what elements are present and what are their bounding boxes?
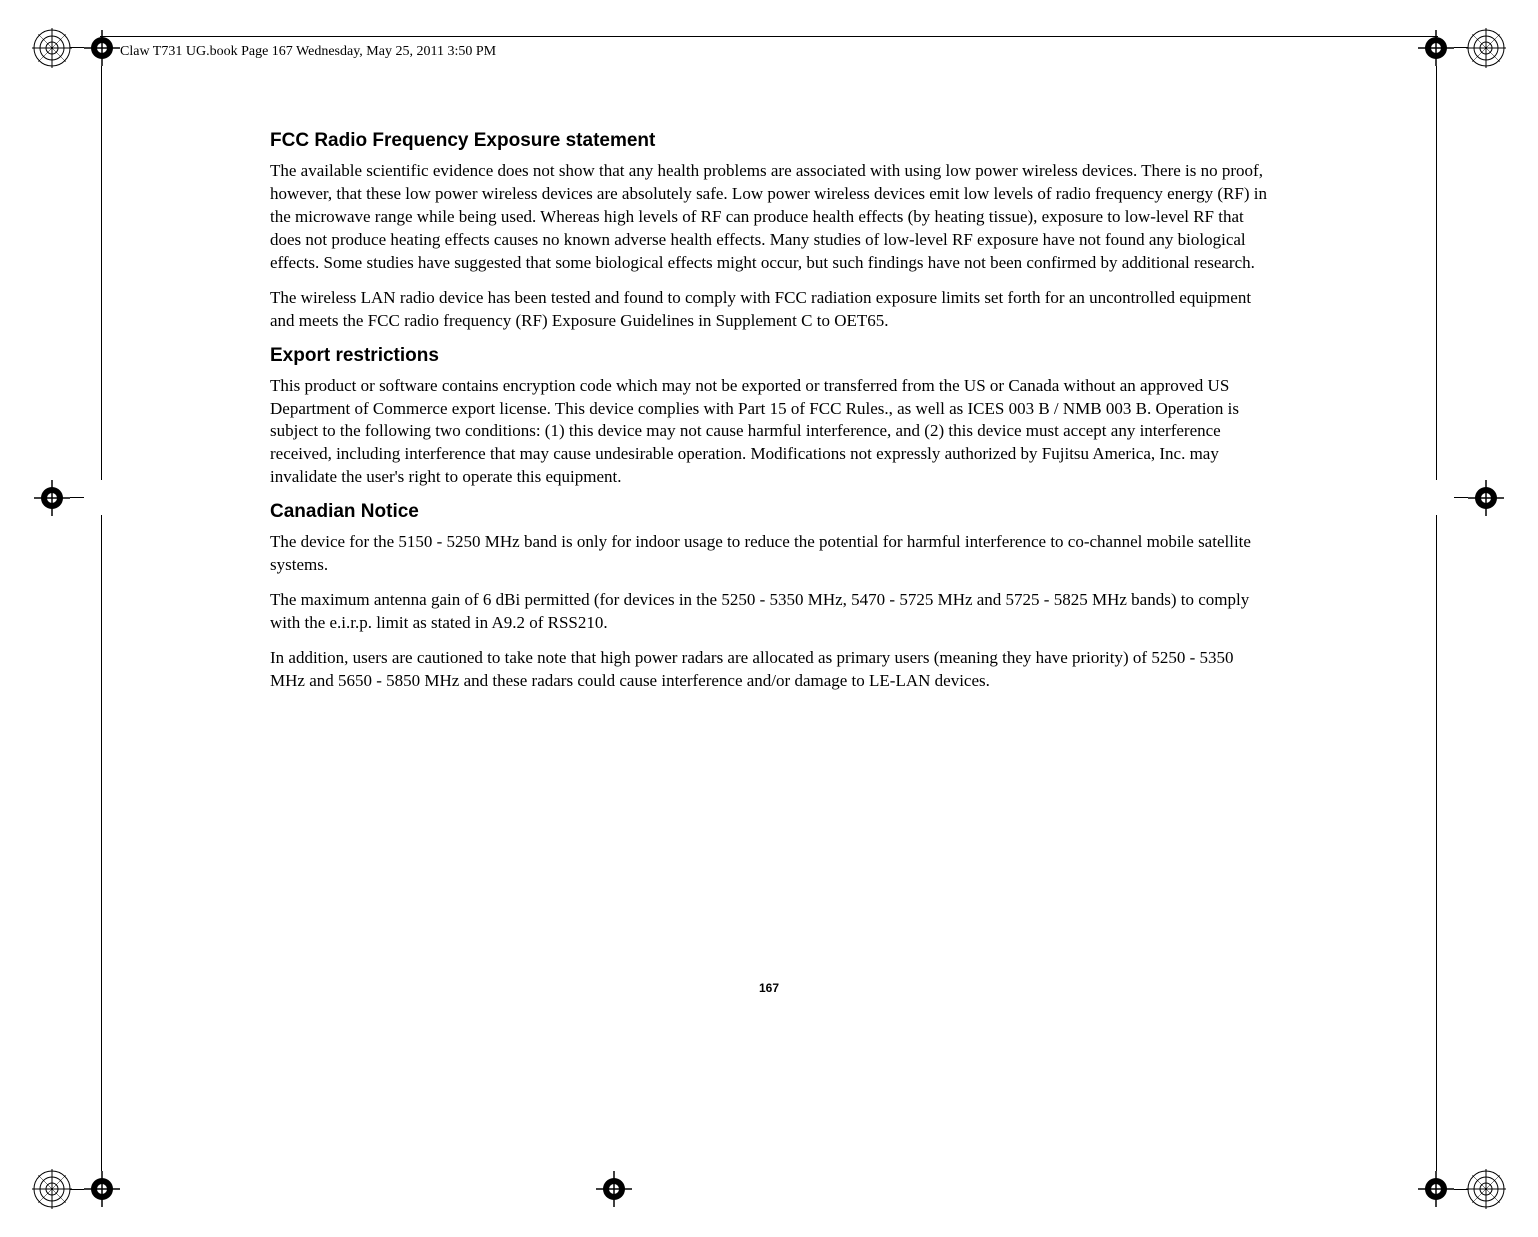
- canadian-para1: The device for the 5150 - 5250 MHz band …: [270, 531, 1270, 577]
- crosshair-mark-mr: [1466, 478, 1506, 518]
- header-text: Claw T731 UG.book Page 167 Wednesday, Ma…: [120, 44, 496, 60]
- canadian-heading: Canadian Notice: [270, 501, 1270, 523]
- export-para1: This product or software contains encryp…: [270, 375, 1270, 490]
- connector-line: [1436, 515, 1437, 1171]
- connector-line: [1454, 47, 1468, 48]
- connector-line: [70, 47, 84, 48]
- registration-mark-br: [1466, 1169, 1506, 1209]
- page-content: FCC Radio Frequency Exposure statement T…: [270, 120, 1270, 705]
- fcc-para2: The wireless LAN radio device has been t…: [270, 287, 1270, 333]
- connector-line: [1454, 1189, 1468, 1190]
- export-heading: Export restrictions: [270, 345, 1270, 367]
- fcc-para1: The available scientific evidence does n…: [270, 160, 1270, 275]
- connector-line: [101, 515, 102, 1171]
- header-divider: [100, 36, 1438, 37]
- connector-line: [1454, 497, 1468, 498]
- crosshair-mark-tl: [82, 28, 122, 68]
- crosshair-mark-tr: [1416, 28, 1456, 68]
- connector-line: [70, 497, 84, 498]
- crosshair-mark-br: [1416, 1169, 1456, 1209]
- crosshair-mark-bl: [82, 1169, 122, 1209]
- page-number: 167: [0, 981, 1538, 995]
- fcc-heading: FCC Radio Frequency Exposure statement: [270, 130, 1270, 152]
- registration-mark-bl: [32, 1169, 72, 1209]
- registration-mark-tr: [1466, 28, 1506, 68]
- connector-line: [101, 66, 102, 480]
- connector-line: [70, 1189, 84, 1190]
- registration-mark-tl: [32, 28, 72, 68]
- canadian-para3: In addition, users are cautioned to take…: [270, 647, 1270, 693]
- crosshair-mark-ml: [32, 478, 72, 518]
- crosshair-mark-bc: [594, 1169, 634, 1209]
- canadian-para2: The maximum antenna gain of 6 dBi permit…: [270, 589, 1270, 635]
- connector-line: [1436, 66, 1437, 480]
